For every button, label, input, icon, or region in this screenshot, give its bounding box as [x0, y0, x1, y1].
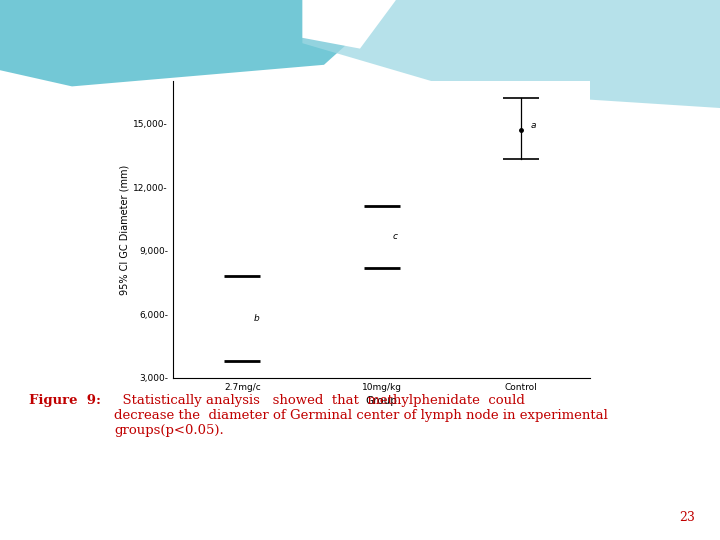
Polygon shape — [302, 0, 720, 108]
Polygon shape — [302, 0, 396, 49]
Text: c: c — [392, 232, 397, 241]
Text: a: a — [531, 121, 536, 130]
Text: Statistically analysis   showed  that  methylphenidate  could
decrease the  diam: Statistically analysis showed that methy… — [114, 394, 608, 437]
Text: b: b — [253, 314, 259, 323]
X-axis label: Group: Group — [366, 396, 397, 406]
Y-axis label: 95% CI GC Diameter (mm): 95% CI GC Diameter (mm) — [119, 164, 129, 295]
Text: Figure  9:: Figure 9: — [29, 394, 101, 407]
Text: 23: 23 — [679, 511, 695, 524]
Polygon shape — [0, 0, 396, 86]
